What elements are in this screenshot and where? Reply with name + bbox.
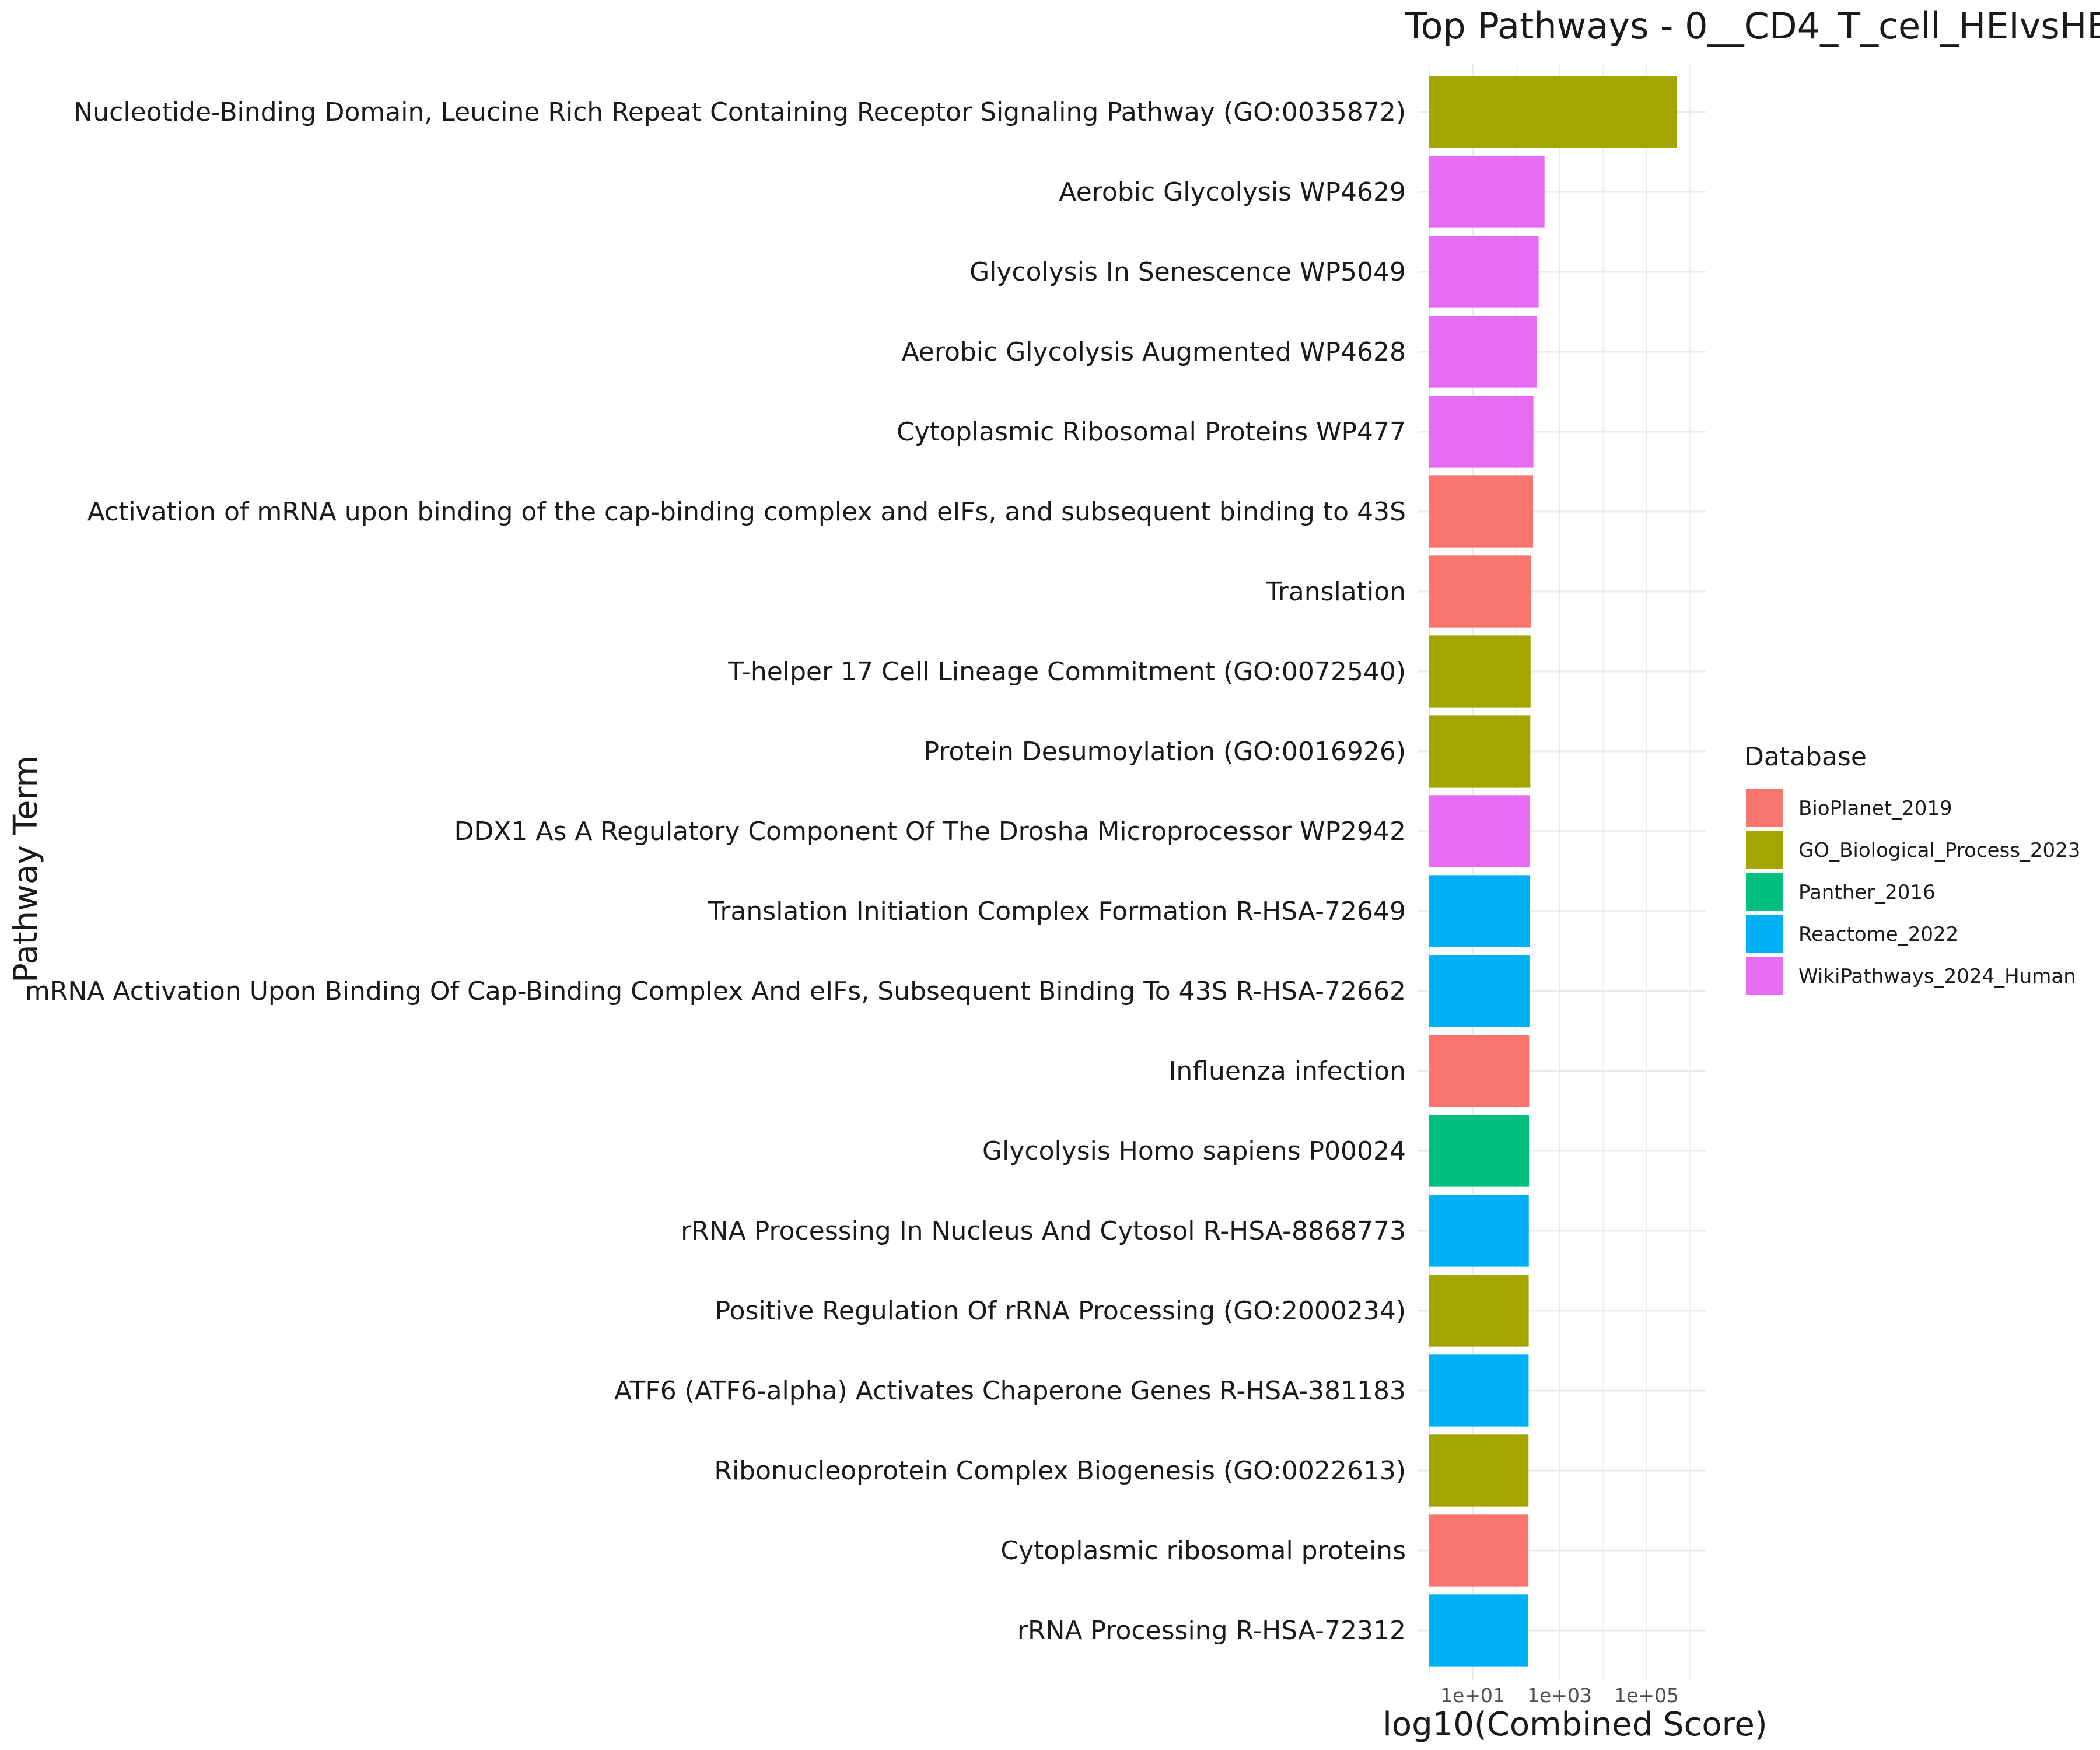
y-tick-label: T-helper 17 Cell Lineage Commitment (GO:… xyxy=(727,657,1406,687)
bar xyxy=(1429,635,1531,708)
x-tick-label: 1e+05 xyxy=(1614,1684,1679,1707)
y-tick-label: Protein Desumoylation (GO:0016926) xyxy=(924,737,1406,766)
y-axis-title: Pathway Term xyxy=(7,755,45,983)
legend-label: WikiPathways_2024_Human xyxy=(1798,965,2076,988)
legend-label: GO_Biological_Process_2023 xyxy=(1798,839,2080,862)
bar xyxy=(1429,76,1677,148)
y-tick-label: Glycolysis Homo sapiens P00024 xyxy=(982,1136,1406,1166)
legend-swatch xyxy=(1746,915,1783,953)
y-tick-label: Aerobic Glycolysis Augmented WP4628 xyxy=(901,337,1406,367)
bar xyxy=(1429,1354,1529,1427)
y-tick-label: Aerobic Glycolysis WP4629 xyxy=(1059,177,1406,207)
y-tick-label: rRNA Processing R-HSA-72312 xyxy=(1017,1616,1406,1646)
bar xyxy=(1429,1195,1529,1267)
bar xyxy=(1429,555,1531,628)
x-axis-title: log10(Combined Score) xyxy=(1382,1706,1767,1744)
bar xyxy=(1429,316,1537,388)
legend-label: Panther_2016 xyxy=(1798,881,1936,904)
legend-label: Reactome_2022 xyxy=(1798,923,1958,946)
legend-title: Database xyxy=(1744,742,1867,772)
legend-swatch xyxy=(1746,831,1783,869)
y-tick-label: Translation xyxy=(1265,577,1406,607)
y-tick-labels: Nucleotide-Binding Domain, Leucine Rich … xyxy=(25,97,1406,1646)
y-tick-label: Influenza infection xyxy=(1168,1056,1406,1086)
chart-title: Top Pathways - 0__CD4_T_cell_HEIvsHEU xyxy=(1404,5,2100,47)
y-tick-label: mRNA Activation Upon Binding Of Cap-Bind… xyxy=(25,977,1406,1006)
bar xyxy=(1429,396,1534,468)
bar xyxy=(1429,236,1539,308)
y-tick-label: Glycolysis In Senescence WP5049 xyxy=(970,257,1406,287)
y-tick-label: Activation of mRNA upon binding of the c… xyxy=(88,497,1406,527)
bar xyxy=(1429,1594,1528,1667)
bar xyxy=(1429,1514,1529,1587)
legend-swatch xyxy=(1746,873,1783,911)
y-tick-label: Cytoplasmic ribosomal proteins xyxy=(1000,1536,1406,1566)
y-tick-label: Ribonucleoprotein Complex Biogenesis (GO… xyxy=(714,1456,1406,1486)
y-tick-label: ATF6 (ATF6-alpha) Activates Chaperone Ge… xyxy=(614,1376,1406,1406)
legend-swatch xyxy=(1746,789,1783,827)
bar xyxy=(1429,795,1531,867)
x-tick-label: 1e+01 xyxy=(1440,1684,1505,1707)
bar xyxy=(1429,715,1531,788)
bar xyxy=(1429,1115,1530,1187)
bars-group xyxy=(1429,76,1677,1667)
legend: Database BioPlanet_2019 GO_Biological_Pro… xyxy=(1744,742,2080,995)
legend-label: BioPlanet_2019 xyxy=(1798,797,1952,820)
x-tick-label: 1e+03 xyxy=(1527,1684,1592,1707)
y-tick-label: Positive Regulation Of rRNA Processing (… xyxy=(715,1296,1406,1326)
y-tick-label: Cytoplasmic Ribosomal Proteins WP477 xyxy=(897,417,1406,447)
y-tick-label: Nucleotide-Binding Domain, Leucine Rich … xyxy=(74,97,1406,127)
bar xyxy=(1429,955,1530,1027)
y-tick-label: Translation Initiation Complex Formation… xyxy=(708,897,1406,926)
bar xyxy=(1429,1035,1530,1107)
bar xyxy=(1429,156,1545,228)
bar xyxy=(1429,1434,1529,1507)
bar xyxy=(1429,875,1530,947)
bar xyxy=(1429,1275,1529,1347)
x-tick-labels: 1e+01 1e+03 1e+05 xyxy=(1440,1684,1679,1707)
legend-swatch xyxy=(1746,957,1783,995)
y-tick-label: rRNA Processing In Nucleus And Cytosol R… xyxy=(681,1216,1406,1246)
bar xyxy=(1429,475,1533,548)
y-tick-label: DDX1 As A Regulatory Component Of The Dr… xyxy=(454,817,1406,846)
